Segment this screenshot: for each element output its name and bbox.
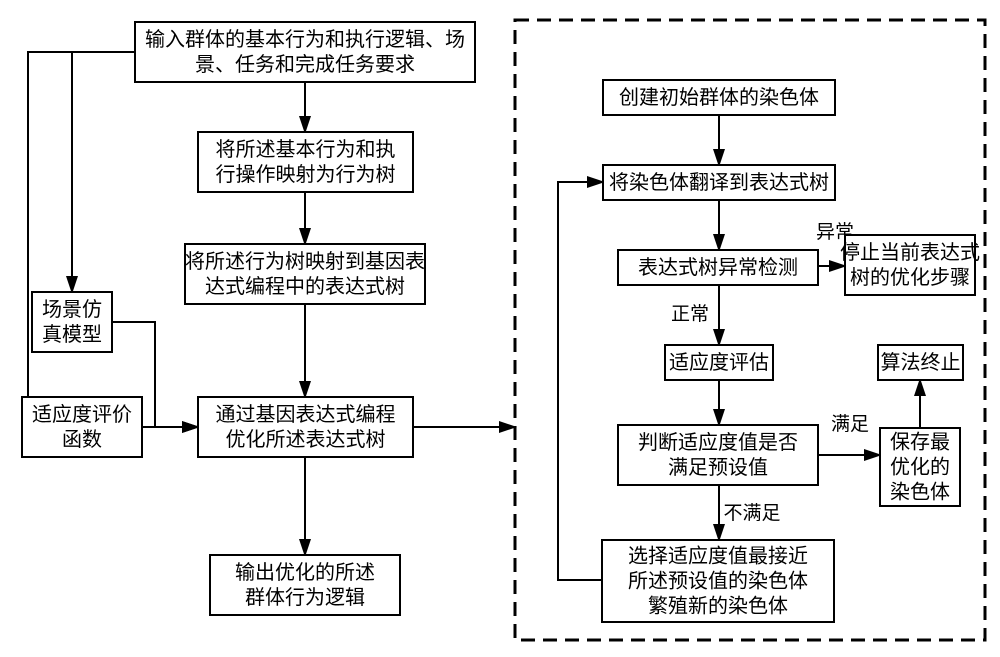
node-r4: 适应度评估 [665, 345, 773, 380]
node-r3: 表达式树异常检测 [618, 250, 818, 285]
node-n1: 输入群体的基本行为和执行逻辑、场景、任务和完成任务要求 [135, 22, 475, 82]
edge [558, 182, 603, 580]
node-label: 染色体 [890, 480, 950, 503]
node-r1: 创建初始群体的染色体 [603, 80, 835, 115]
node-label: 将所述基本行为和执 [216, 138, 396, 161]
node-label: 保存最 [890, 430, 950, 453]
node-label: 真模型 [42, 323, 102, 346]
node-r9: 算法终止 [878, 345, 963, 380]
node-label: 达式编程中的表达式树 [205, 275, 405, 298]
node-r6: 选择适应度值最接近所述预设值的染色体繁殖新的染色体 [602, 540, 834, 622]
node-label: 场景仿 [42, 298, 102, 321]
node-r5: 判断适应度值是否满足预设值 [618, 425, 818, 485]
node-n5: 输出优化的所述群体行为逻辑 [210, 555, 400, 615]
node-n6: 场景仿真模型 [32, 292, 112, 352]
node-label: 将所述行为树映射到基因表 [185, 250, 425, 273]
node-label: 算法终止 [881, 351, 961, 374]
node-label: 适应度评价 [32, 403, 132, 426]
node-r2: 将染色体翻译到表达式树 [603, 165, 835, 200]
node-label: 所述预设值的染色体 [628, 569, 808, 592]
node-label: 判断适应度值是否 [638, 431, 798, 454]
node-n3: 将所述行为树映射到基因表达式编程中的表达式树 [185, 244, 425, 304]
node-label: 满足预设值 [668, 456, 768, 479]
node-label: 树的优化步骤 [850, 266, 970, 289]
node-label: 停止当前表达式 [840, 241, 980, 264]
node-n4: 通过基因表达式编程优化所述表达式树 [198, 397, 413, 457]
node-label: 选择适应度值最接近 [628, 544, 808, 567]
node-label: 函数 [62, 428, 102, 451]
node-n2: 将所述基本行为和执行操作映射为行为树 [198, 132, 413, 192]
node-label: 景、任务和完成任务要求 [195, 53, 415, 76]
node-label: 优化所述表达式树 [226, 428, 386, 451]
node-label: 优化的 [890, 455, 950, 478]
node-label: 通过基因表达式编程 [216, 403, 396, 426]
node-label: 输入群体的基本行为和执行逻辑、场 [145, 28, 465, 51]
node-label: 适应度评估 [669, 351, 769, 374]
node-r7: 停止当前表达式树的优化步骤 [840, 235, 980, 295]
edge-label: 满足 [831, 413, 869, 435]
node-label: 群体行为逻辑 [245, 586, 365, 609]
node-label: 将染色体翻译到表达式树 [609, 171, 829, 194]
node-label: 输出优化的所述 [235, 561, 375, 584]
edge [28, 52, 135, 427]
flowchart-diagram: 正常异常不满足满足输入群体的基本行为和执行逻辑、场景、任务和完成任务要求将所述基… [0, 0, 1000, 657]
edge-label: 不满足 [723, 502, 780, 524]
node-label: 创建初始群体的染色体 [619, 86, 819, 109]
node-n7: 适应度评价函数 [22, 397, 142, 457]
node-label: 行操作映射为行为树 [216, 163, 396, 186]
edge-label: 正常 [671, 303, 709, 325]
node-label: 表达式树异常检测 [638, 256, 798, 279]
edge [72, 52, 135, 292]
node-label: 繁殖新的染色体 [648, 594, 788, 617]
node-r8: 保存最优化的染色体 [880, 428, 960, 506]
